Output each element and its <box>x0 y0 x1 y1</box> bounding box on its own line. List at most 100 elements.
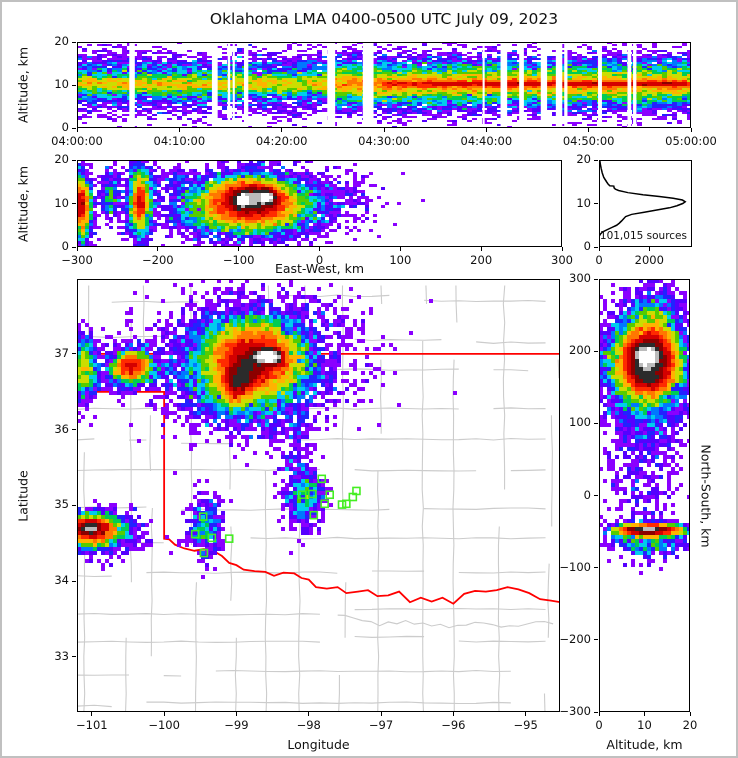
time-xtick-mark <box>178 128 180 132</box>
ns-ytick-mark <box>594 350 598 352</box>
hist-xtick-mark <box>648 247 650 251</box>
time-xtick-mark <box>383 128 385 132</box>
ew-ytick-label: 10 <box>54 195 69 210</box>
time-plot-canvas <box>77 42 691 128</box>
ew-ytick-label: 0 <box>61 239 69 253</box>
panel-east-west-height <box>77 160 562 247</box>
ns-xtick-label: 0 <box>595 718 603 732</box>
ns-ytick-label: 200 <box>569 343 591 358</box>
ns-ytick-mark <box>594 422 598 424</box>
map-ytick-label: 36 <box>54 421 69 436</box>
ew-ytick-mark <box>72 203 76 204</box>
time-y-axis-label: Altitude, km <box>15 46 31 124</box>
map-xtick-label: −100 <box>148 718 180 732</box>
map-ytick-label: 35 <box>54 497 69 512</box>
map-xtick-label: −101 <box>76 718 108 732</box>
hist-plot-canvas <box>599 160 692 247</box>
ew-y-axis-label: Altitude, km <box>15 165 31 242</box>
ns-xtick-mark <box>644 712 645 716</box>
ns-ytick-mark <box>594 495 598 496</box>
time-ytick-label: 0 <box>61 120 69 134</box>
ns-xtick-label: 20 <box>682 718 698 732</box>
map-y-axis-label: Latitude <box>15 469 31 522</box>
map-ytick-label: 37 <box>54 345 69 360</box>
time-xtick-mark <box>690 128 692 132</box>
time-ytick-mark <box>72 84 76 86</box>
ew-xtick-mark <box>480 247 482 251</box>
time-xtick-mark <box>76 128 78 132</box>
ns-ytick-label: 100 <box>569 415 591 430</box>
hist-xtick-label: 0 <box>595 253 603 267</box>
hist-xtick-mark <box>598 247 600 251</box>
ew-xtick-label: 200 <box>470 253 493 267</box>
panel-north-south-height <box>599 279 690 712</box>
time-ytick-mark <box>72 127 76 129</box>
time-xtick-label: 04:30:00 <box>358 134 410 148</box>
ew-ytick-mark <box>72 246 76 248</box>
map-xtick-label: −95 <box>513 718 538 732</box>
time-xtick-label: 05:00:00 <box>665 134 717 148</box>
time-ytick-label: 20 <box>54 34 69 48</box>
ns-y-axis-label-right: North-South, km <box>698 443 714 548</box>
ns-xtick-label: 10 <box>637 718 652 732</box>
ew-xtick-label: 300 <box>551 253 573 267</box>
ew-xtick-mark <box>76 247 78 251</box>
ew-xtick-mark <box>399 247 401 251</box>
ns-ytick-label: −100 <box>559 559 591 574</box>
ns-ytick-mark <box>594 639 598 641</box>
time-ytick-mark <box>72 41 76 43</box>
time-ytick-label: 10 <box>54 77 69 91</box>
ns-ytick-mark <box>594 278 598 280</box>
hist-ytick-label: 0 <box>583 239 591 253</box>
panel-altitude-histogram: 101,015 sources <box>599 160 692 247</box>
ew-xtick-label: −100 <box>222 253 255 267</box>
time-xtick-mark <box>485 128 487 132</box>
map-xtick-mark <box>235 712 237 716</box>
ew-xtick-label: 100 <box>389 253 412 267</box>
map-ytick-mark <box>72 353 76 355</box>
map-ytick-mark <box>72 580 76 582</box>
hist-ytick-mark <box>594 246 598 248</box>
ew-ytick-label: 20 <box>54 152 69 166</box>
ew-xtick-label: −300 <box>61 253 93 267</box>
map-plot-canvas <box>77 279 560 712</box>
map-xtick-label: −97 <box>368 718 394 732</box>
time-xtick-label: 04:00:00 <box>51 134 103 148</box>
ns-ytick-label: −300 <box>559 704 591 718</box>
map-ytick-mark <box>72 504 76 506</box>
map-ytick-mark <box>72 656 76 658</box>
ew-xtick-mark <box>319 247 320 251</box>
map-xtick-mark <box>308 712 310 716</box>
time-xtick-label: 04:40:00 <box>460 134 513 148</box>
ns-ytick-label: 0 <box>583 487 591 502</box>
ns-xtick-mark <box>689 712 691 716</box>
map-ytick-mark <box>72 429 76 431</box>
ew-xtick-mark <box>238 247 240 251</box>
chart-title: Oklahoma LMA 0400-0500 UTC July 09, 2023 <box>209 10 559 28</box>
map-xtick-label: −98 <box>296 718 321 732</box>
ew-xtick-label: 0 <box>315 253 324 267</box>
hist-ytick-label: 20 <box>576 152 591 166</box>
ew-xtick-mark <box>157 247 159 251</box>
time-xtick-label: 04:10:00 <box>153 134 206 148</box>
panel-time-height <box>77 42 691 128</box>
time-xtick-label: 04:20:00 <box>255 134 308 148</box>
time-xtick-mark <box>588 128 590 132</box>
map-xtick-mark <box>452 712 454 716</box>
map-xtick-mark <box>91 712 93 716</box>
ns-ytick-mark <box>594 711 598 713</box>
hist-ytick-mark <box>594 159 598 161</box>
ns-ytick-label: 300 <box>569 271 591 285</box>
ew-xtick-label: −200 <box>142 253 174 267</box>
map-ytick-label: 34 <box>54 573 69 588</box>
panel-plan-view-map <box>77 279 560 712</box>
hist-ytick-mark <box>594 203 598 204</box>
map-xtick-mark <box>525 712 527 716</box>
ew-xtick-mark <box>561 247 563 251</box>
map-xtick-mark <box>163 712 165 716</box>
map-xtick-label: −96 <box>441 718 466 732</box>
ns-x-axis-label: Altitude, km <box>606 737 683 752</box>
map-xtick-label: −99 <box>224 718 249 732</box>
ns-ytick-mark <box>594 567 598 569</box>
